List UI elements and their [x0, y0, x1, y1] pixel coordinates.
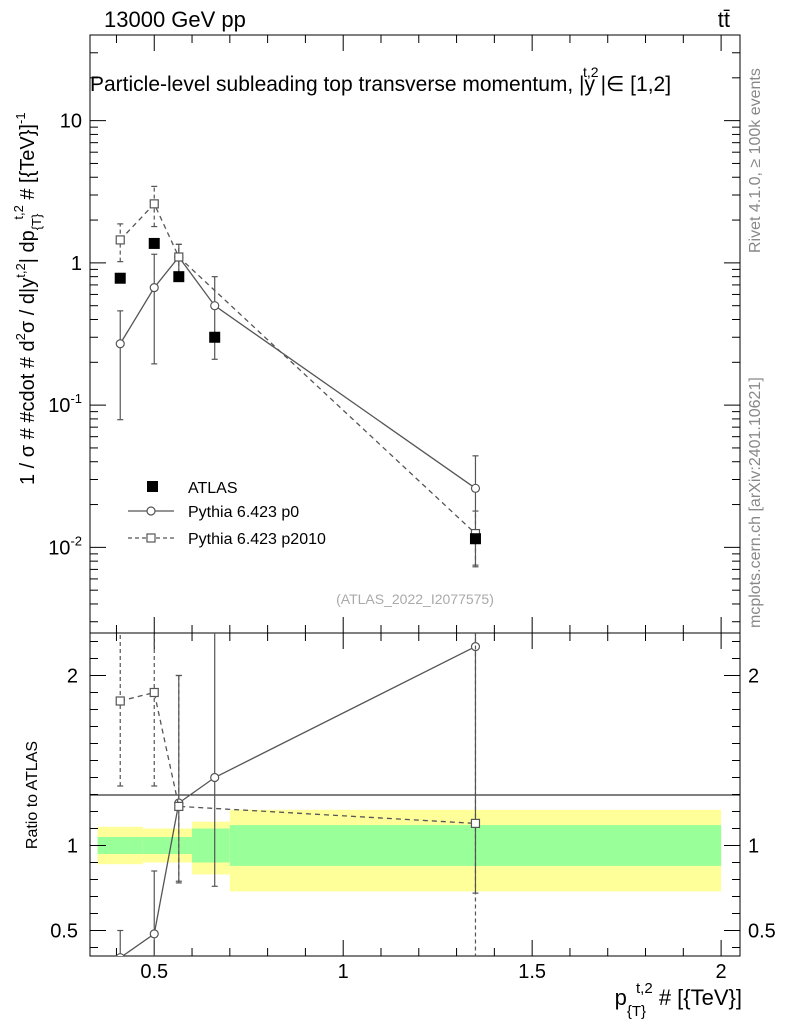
mcplots-label: mcplots.cern.ch [arXiv:2401.10621]	[747, 377, 764, 628]
p0-point	[210, 301, 220, 311]
ratio-uncertainty-bands	[97, 809, 722, 892]
ratio-p2010-point	[174, 801, 184, 812]
legend-p2010-label: Pythia 6.423 p2010	[188, 531, 326, 548]
p0-line	[119, 255, 476, 489]
ratio-p2010-line	[120, 691, 476, 825]
atlas-point	[114, 272, 126, 284]
legend-atlas-marker	[147, 481, 158, 492]
main-y-tick-label: 10	[60, 111, 82, 133]
ratio-p2010-point	[115, 696, 125, 706]
process-label: tt̄	[718, 7, 730, 32]
legend-p0-marker	[146, 506, 156, 516]
legend-p0-label: Pythia 6.423 p0	[188, 504, 299, 521]
main-y-tick-label: 10-2	[48, 533, 82, 559]
ratio-p0-point	[115, 953, 125, 956]
stat-uncertainty-band-0	[97, 837, 143, 854]
ratio-p0-point	[210, 772, 220, 783]
ratio-p0-point	[149, 929, 159, 939]
plot-title: Particle-level subleading top transverse…	[90, 64, 671, 96]
atlas-point	[173, 271, 185, 283]
ratio-y-tick-label: 2	[67, 666, 78, 688]
main-y-axis-label: 1 / σ # #cdot # d2σ / d|yt,2| dp{T}t,2 #…	[11, 112, 44, 485]
p2010-point	[174, 252, 184, 262]
legend-atlas-label: ATLAS	[188, 480, 238, 497]
stat-uncertainty-band-1	[142, 837, 193, 854]
main-y-tick-label: 1	[71, 253, 82, 275]
p2010-point	[115, 235, 125, 245]
atlas-point	[148, 237, 160, 249]
p0-point	[115, 339, 125, 349]
ratio-y-axis-label: Ratio to ATLAS	[24, 741, 41, 849]
ratio-y-tick-label: 1	[67, 836, 78, 858]
ratio-p0-line	[121, 646, 476, 956]
ratio-p2010-point	[470, 818, 481, 829]
ratio-series-layer	[115, 633, 481, 956]
ratio-y-tick-label-right: 0.5	[748, 921, 776, 943]
atlas-point	[469, 533, 481, 545]
p2010-point	[149, 199, 159, 209]
x-tick-label: 0.5	[140, 961, 168, 983]
ratio-y-tick-label-right: 2	[748, 666, 759, 688]
p2010-line	[119, 202, 476, 535]
x-tick-label: 1	[338, 961, 349, 983]
ratio-p2010-point	[149, 687, 159, 698]
main-y-tick-label: 10-1	[48, 391, 82, 417]
x-tick-label: 1.5	[518, 961, 546, 983]
p0-point	[149, 283, 159, 293]
ratio-axis-ticks: 0.5 0.5 1 1 2 2 0.5 1 1.5 2	[50, 633, 776, 983]
main-axis-ticks: 10-2 10-1 1 10	[48, 34, 740, 633]
ratio-y-tick-label: 0.5	[50, 921, 78, 943]
ratio-y-tick-label-right: 1	[748, 836, 759, 858]
main-series-layer	[114, 185, 481, 568]
energy-label: 13000 GeV pp	[104, 7, 246, 32]
legend-p2010-marker	[146, 533, 156, 543]
stat-uncertainty-band-2	[192, 828, 230, 863]
p0-point	[470, 483, 481, 493]
rivet-label: Rivet 4.1.0, ≥ 100k events	[747, 68, 764, 253]
legend: ATLAS Pythia 6.423 p0 Pythia 6.423 p2010	[128, 480, 326, 548]
analysis-watermark: (ATLAS_2022_I2077575)	[336, 591, 494, 607]
atlas-point	[209, 331, 221, 343]
x-tick-label: 2	[716, 961, 727, 983]
x-axis-label: p{T}t,2 # [{TeV}]	[615, 980, 742, 1020]
